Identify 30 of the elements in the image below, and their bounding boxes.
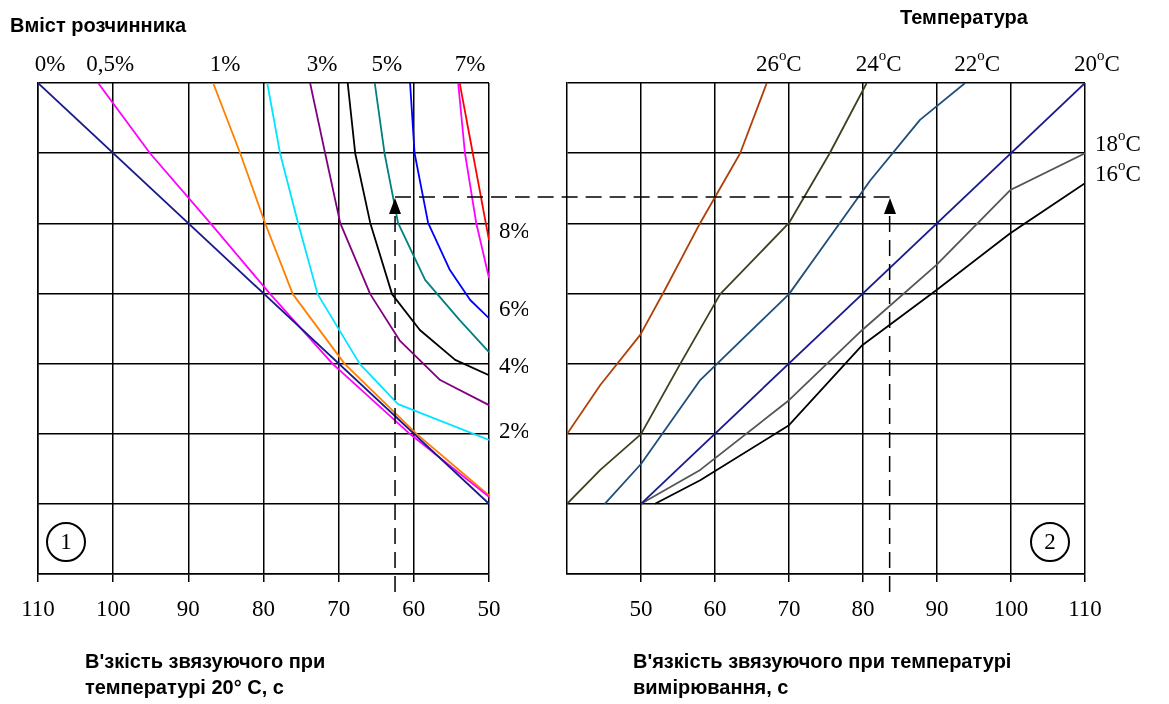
series-label: 3%	[306, 51, 338, 77]
x-axis-title: В'язкість звязуючого при температурі вимірювання, с	[633, 649, 1013, 700]
x-tick-label: 50	[477, 595, 501, 621]
x-tick-label: 50	[629, 595, 653, 621]
x-tick-label: 110	[1068, 595, 1102, 621]
chart-title: Вміст розчинника	[10, 14, 187, 37]
x-tick-label: 90	[176, 595, 200, 621]
series-label: 8%	[499, 218, 530, 244]
series-label: 4%	[499, 353, 530, 379]
x-tick-label: 60	[703, 595, 727, 621]
x-tick-label: 80	[252, 595, 275, 621]
annotation: 2	[1043, 529, 1057, 555]
series-label: 1%	[209, 51, 241, 77]
x-axis-title: В'зкість звязуючого при температурі 20° С, с	[85, 649, 327, 700]
x-tick-label: 100	[993, 595, 1029, 621]
series-label: 5%	[371, 51, 403, 77]
series-label: 0%	[34, 51, 66, 77]
series-label: 0,5%	[86, 51, 135, 77]
chart-title: Температура	[900, 6, 1028, 29]
series-label: 2%	[499, 418, 530, 443]
series-label: 7%	[454, 51, 486, 77]
x-tick-label: 70	[777, 595, 801, 621]
x-tick-label: 100	[95, 595, 131, 621]
x-tick-label: 80	[851, 595, 875, 621]
x-tick-label: 90	[925, 595, 949, 621]
x-tick-label: 110	[21, 595, 55, 621]
series-label: 6%	[499, 296, 530, 322]
x-tick-label: 70	[327, 595, 351, 621]
annotation: 1	[59, 529, 73, 555]
x-tick-label: 60	[402, 595, 426, 621]
